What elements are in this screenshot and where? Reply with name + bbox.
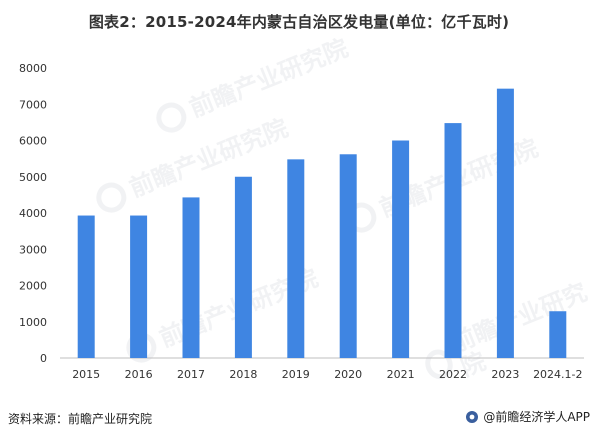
- x-tick-label: 2015: [72, 368, 100, 381]
- bar-2016: [130, 215, 148, 358]
- bar-2017: [182, 197, 200, 358]
- x-tick-label: 2020: [334, 368, 362, 381]
- x-tick-label: 2018: [229, 368, 257, 381]
- bar-2019: [287, 159, 305, 358]
- y-tick-label: 2000: [19, 280, 47, 293]
- y-tick-label: 3000: [19, 243, 47, 256]
- source-text: 资料来源：前瞻产业研究院: [8, 412, 153, 426]
- bar-2024.1-2: [549, 311, 567, 358]
- bar-2023: [496, 88, 514, 358]
- x-tick-label: 2024.1-2: [533, 368, 582, 381]
- brand-logo-icon: [466, 410, 479, 423]
- y-tick-label: 4000: [19, 207, 47, 220]
- bars-group: [77, 88, 567, 358]
- y-tick-label: 7000: [19, 98, 47, 111]
- bar-2018: [234, 176, 252, 358]
- y-tick-label: 6000: [19, 135, 47, 148]
- y-tick-label: 1000: [19, 316, 47, 329]
- x-tick-label: 2019: [282, 368, 310, 381]
- y-tick-label: 5000: [19, 171, 47, 184]
- bar-2020: [339, 154, 357, 358]
- x-tick-label: 2016: [125, 368, 153, 381]
- y-tick-label: 8000: [19, 62, 47, 75]
- x-tick-label: 2022: [439, 368, 467, 381]
- bar-2021: [392, 140, 410, 358]
- x-axis-ticks: 2015 2016 2017 2018 2019 2020 2021 2022 2023 2024…: [72, 368, 582, 381]
- y-axis-ticks: 0 1000 2000 3000 4000 5000 6000 7000 8000: [19, 62, 47, 365]
- x-tick-label: 2023: [491, 368, 519, 381]
- bar-2015: [77, 215, 95, 358]
- x-tick-label: 2021: [387, 368, 415, 381]
- x-tick-label: 2017: [177, 368, 205, 381]
- bar-2022: [444, 123, 462, 358]
- brand-credit: @前瞻经济学人APP: [465, 408, 590, 425]
- chart-title: 图表2：2015-2024年内蒙古自治区发电量(单位：亿千瓦时): [88, 13, 510, 31]
- brand-text: @前瞻经济学人APP: [483, 410, 590, 424]
- y-tick-label: 0: [40, 352, 47, 365]
